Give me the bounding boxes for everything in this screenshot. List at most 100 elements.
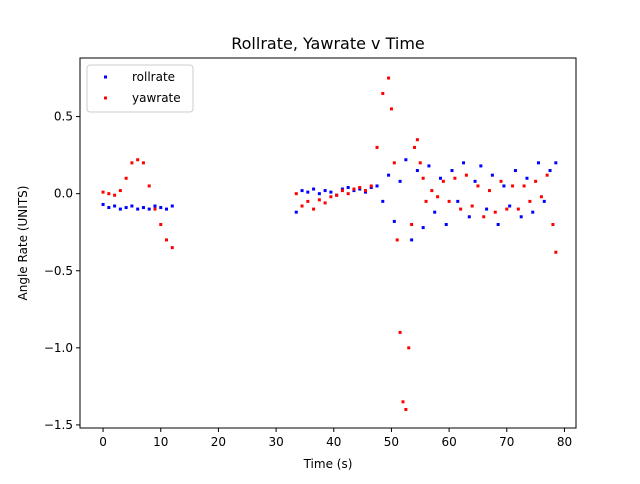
rollrate-point	[444, 223, 448, 226]
yawrate-point	[499, 179, 503, 183]
rollrate-point	[513, 169, 517, 173]
rollrate-point	[525, 176, 529, 180]
rollrate-point	[124, 206, 128, 210]
rollrate-point	[340, 187, 344, 191]
rollrate-point	[369, 186, 373, 189]
rollrate-point	[387, 173, 391, 177]
rollrate-point	[312, 187, 316, 191]
yawrate-point	[335, 193, 339, 197]
yawrate-point	[153, 207, 157, 211]
yawrate-point	[441, 179, 445, 183]
rollrate-point	[542, 199, 546, 203]
rollrate-point	[306, 190, 310, 194]
yawrate-point	[476, 184, 480, 188]
axis-ticks: 0 10 20 30 40 50 60 70 80 −1.5 −1.0 −0.5 0.0 0.5	[44, 110, 572, 449]
yawrate-point	[170, 246, 174, 250]
yawrate-point	[387, 76, 391, 80]
rollrate-point	[136, 207, 140, 211]
yawrate-point	[136, 158, 140, 162]
rollrate-point	[467, 215, 471, 219]
yawrate-point	[464, 173, 468, 177]
yawrate-point	[317, 198, 321, 202]
rollrate-point	[508, 204, 512, 208]
rollrate-point	[392, 219, 396, 223]
y-tick-label: 0.0	[54, 187, 73, 201]
chart-title: Rollrate, Yawrate v Time	[231, 34, 425, 53]
rollrate-point	[147, 207, 151, 211]
yawrate-point	[363, 189, 367, 193]
rollrate-point	[462, 161, 466, 165]
yawrate-point	[300, 204, 304, 208]
rollrate-point	[153, 204, 157, 208]
rollrate-point	[165, 207, 169, 211]
yawrate-point	[294, 192, 298, 196]
y-tick-label: 0.5	[54, 110, 73, 124]
rollrate-point	[300, 189, 304, 193]
rollrate-point	[519, 215, 523, 219]
yawrate-point	[511, 184, 515, 188]
yawrate-point	[516, 207, 520, 211]
rollrate-point	[346, 186, 350, 189]
yawrate-point	[381, 91, 385, 95]
yawrate-point	[482, 215, 486, 219]
x-tick-label: 50	[384, 435, 399, 449]
yawrate-point	[470, 204, 474, 208]
yawrate-point	[487, 189, 491, 193]
legend-marker-rollrate	[104, 75, 107, 79]
yawrate-point	[430, 189, 434, 193]
yawrate-point	[453, 176, 457, 180]
yawrate-point	[401, 400, 405, 404]
yawrate-point	[539, 195, 543, 199]
rollrate-point	[130, 204, 134, 208]
yawrate-point	[398, 330, 402, 334]
x-tick-label: 60	[441, 435, 456, 449]
rollrate-point	[404, 158, 408, 162]
yawrate-point	[493, 210, 497, 214]
rollrate-point	[502, 184, 506, 188]
yawrate-point	[306, 199, 310, 203]
yawrate-point	[410, 223, 414, 226]
y-tick-label: −1.5	[44, 418, 73, 432]
plot-data	[101, 76, 558, 411]
rollrate-point	[358, 187, 362, 191]
rollrate-point	[317, 192, 321, 196]
rollrate-point	[363, 190, 367, 194]
rollrate-point	[101, 202, 105, 206]
yawrate-point	[407, 346, 411, 350]
yawrate-point	[130, 161, 134, 165]
yawrate-point	[421, 176, 425, 180]
yawrate-point	[165, 238, 169, 242]
rollrate-point	[170, 204, 174, 208]
rollrate-point	[329, 190, 333, 194]
yawrate-point	[424, 199, 428, 203]
rollrate-point	[421, 226, 425, 230]
legend-marker-yawrate	[104, 96, 107, 100]
x-tick-label: 20	[211, 435, 226, 449]
yawrate-point	[147, 184, 151, 188]
series-yawrate	[101, 76, 558, 411]
rollrate-point	[433, 210, 437, 214]
rollrate-point	[141, 206, 145, 210]
yawrate-point	[551, 223, 555, 226]
yawrate-point	[141, 161, 145, 165]
yawrate-point	[418, 161, 422, 165]
rollrate-point	[352, 189, 356, 193]
rollrate-point	[496, 223, 500, 226]
yawrate-point	[346, 192, 350, 196]
rollrate-point	[410, 238, 414, 242]
y-tick-label: −1.0	[44, 341, 73, 355]
yawrate-point	[369, 184, 373, 188]
rollrate-point	[531, 210, 535, 214]
yawrate-point	[323, 201, 327, 205]
series-rollrate	[101, 158, 558, 242]
yawrate-point	[505, 207, 509, 211]
rollrate-point	[294, 210, 298, 214]
plot-frame	[79, 57, 577, 429]
yawrate-point	[436, 195, 440, 199]
yawrate-point	[329, 195, 333, 199]
rollrate-point	[375, 184, 379, 188]
rollrate-point	[479, 164, 483, 168]
yawrate-point	[358, 186, 362, 189]
y-axis-label: Angle Rate (UNITS)	[16, 186, 30, 301]
